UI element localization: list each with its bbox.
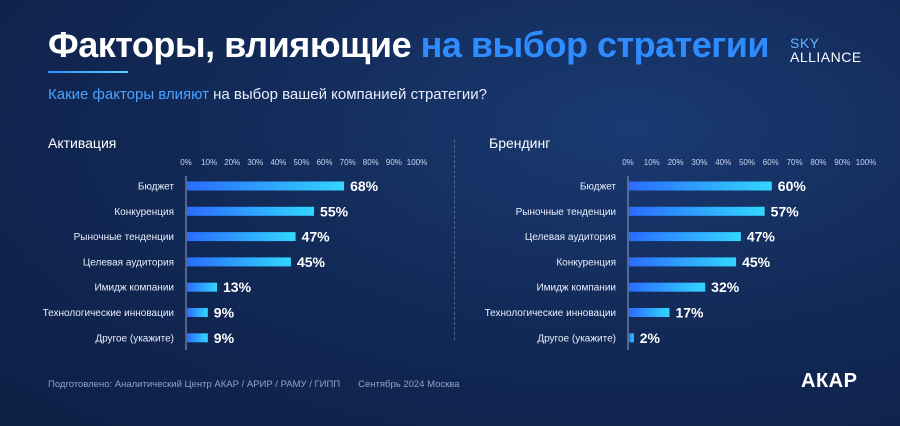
activation-bar	[187, 308, 208, 317]
footer-source-text: Подготовлено: Аналитический Центр АКАР /…	[48, 379, 341, 390]
activation-value-label: 9%	[214, 305, 235, 321]
subtitle-part-2: на выбор вашей компанией стратегии?	[208, 86, 487, 103]
akar-logo: АКАР	[801, 370, 858, 392]
chart-divider	[454, 140, 455, 340]
activation-value-label: 13%	[223, 279, 252, 295]
logo-line-1: SKY	[790, 35, 820, 51]
activation-category-label: Имидж компании	[94, 283, 174, 294]
activation-category-label: Конкуренция	[114, 207, 174, 218]
branding-value-label: 2%	[640, 330, 661, 346]
activation-tick-label: 100%	[407, 158, 427, 167]
branding-category-label: Целевая аудитория	[525, 232, 616, 243]
branding-tick-label: 10%	[644, 158, 660, 167]
activation-category-label: Бюджет	[138, 182, 175, 193]
branding-category-label: Рыночные тенденции	[516, 207, 616, 218]
activation-chart: Активация 0% 10% 20% 30% 40% 50% 60% 70% 80% 90% 10…	[43, 135, 427, 350]
activation-bar	[187, 181, 345, 191]
branding-chart: Брендинг 0% 10% 20% 30% 40% 50% 60% 70% 80% 90% 100…	[485, 135, 876, 350]
activation-tick-label: 30%	[247, 158, 263, 167]
activation-tick-label: 40%	[270, 158, 286, 167]
branding-category-label: Технологические инновации	[485, 308, 616, 319]
branding-bar	[629, 308, 670, 317]
branding-bar	[629, 257, 737, 267]
branding-tick-label: 90%	[834, 158, 850, 167]
branding-value-label: 47%	[747, 229, 776, 245]
branding-tick-label: 0%	[622, 158, 634, 167]
title-part-2: на выбор стратегии	[420, 24, 770, 65]
activation-category-label: Другое (укажите)	[95, 333, 174, 344]
activation-tick-label: 60%	[317, 158, 333, 167]
title-underline	[48, 71, 128, 73]
question-subtitle: Какие факторы влияют на выбор вашей комп…	[48, 86, 487, 103]
activation-chart-title: Активация	[48, 135, 116, 151]
branding-tick-label: 70%	[787, 158, 803, 167]
activation-tick-label: 0%	[180, 158, 192, 167]
footer-date: Сентябрь 2024 Москва	[358, 379, 460, 390]
branding-tick-label: 40%	[715, 158, 731, 167]
activation-bar	[187, 282, 218, 292]
activation-value-label: 47%	[302, 229, 331, 245]
activation-bar	[187, 232, 296, 242]
branding-chart-title: Брендинг	[489, 135, 550, 151]
branding-value-label: 32%	[711, 279, 740, 295]
activation-value-label: 45%	[297, 254, 326, 270]
branding-category-label: Конкуренция	[556, 257, 616, 268]
activation-bar	[187, 206, 315, 216]
activation-value-label: 68%	[350, 178, 379, 194]
activation-tick-label: 90%	[386, 158, 402, 167]
activation-tick-label: 10%	[201, 158, 217, 167]
branding-tick-label: 60%	[763, 158, 779, 167]
activation-tick-label: 70%	[340, 158, 356, 167]
branding-category-label: Бюджет	[580, 182, 617, 193]
branding-bar	[629, 282, 706, 292]
branding-bar	[629, 206, 765, 216]
branding-tick-label: 100%	[856, 158, 876, 167]
subtitle-part-1: Какие факторы влияют	[48, 86, 209, 103]
logo-line-2: ALLIANCE	[790, 49, 862, 65]
activation-tick-label: 50%	[293, 158, 309, 167]
page-title: Факторы, влияющие на выбор стратегии	[48, 24, 770, 66]
branding-value-label: 17%	[675, 305, 704, 321]
activation-tick-label: 80%	[363, 158, 379, 167]
activation-category-label: Целевая аудитория	[83, 257, 174, 268]
branding-bar	[629, 333, 634, 343]
activation-category-label: Технологические инновации	[43, 308, 174, 319]
activation-tick-label: 20%	[224, 158, 240, 167]
branding-tick-label: 30%	[691, 158, 707, 167]
activation-bar	[187, 257, 291, 267]
footer-source: Подготовлено: Аналитический Центр АКАР /…	[48, 379, 460, 390]
title-part-1: Факторы, влияющие	[48, 24, 421, 65]
branding-category-label: Другое (укажите)	[537, 333, 616, 344]
branding-value-label: 60%	[778, 178, 807, 194]
sky-alliance-logo: SKY ALLIANCE	[790, 36, 862, 64]
branding-tick-label: 80%	[810, 158, 826, 167]
branding-tick-label: 50%	[739, 158, 755, 167]
activation-value-label: 9%	[214, 330, 235, 346]
branding-value-label: 57%	[771, 203, 800, 219]
branding-bar	[629, 181, 772, 191]
activation-category-label: Рыночные тенденции	[74, 232, 174, 243]
branding-bar	[629, 232, 741, 242]
branding-value-label: 45%	[742, 254, 771, 270]
activation-bar	[187, 333, 208, 343]
branding-tick-label: 20%	[668, 158, 684, 167]
activation-value-label: 55%	[320, 203, 349, 219]
branding-category-label: Имидж компании	[536, 283, 616, 294]
